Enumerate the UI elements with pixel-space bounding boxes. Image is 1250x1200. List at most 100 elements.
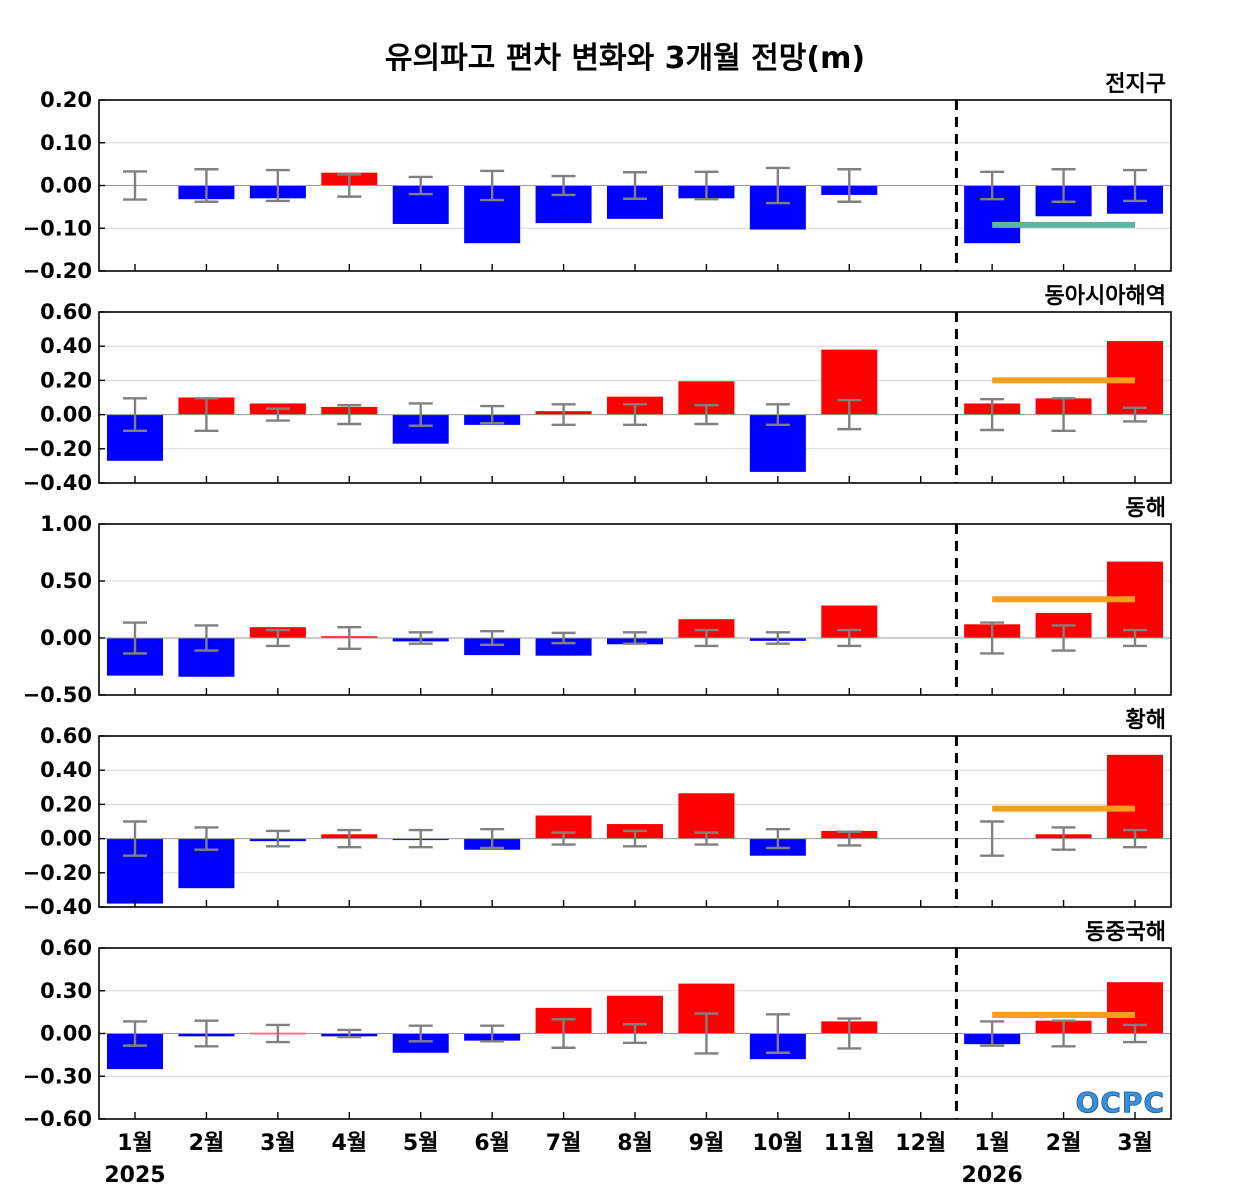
error-bar-2-3 <box>337 625 362 651</box>
y-tick-label: 0.40 <box>40 334 92 358</box>
x-tick-label: 2월 <box>1046 1131 1082 1156</box>
error-bar-0-12 <box>980 170 1005 201</box>
y-tick-label: −0.60 <box>23 1107 92 1131</box>
error-bar-3-4 <box>408 828 433 849</box>
error-bar-0-7 <box>623 171 647 200</box>
error-bar-4-8 <box>694 1012 719 1055</box>
error-bar-1-14 <box>1123 406 1147 423</box>
x-tick-label: 11월 <box>824 1131 875 1156</box>
y-tick-label: 0.60 <box>40 724 92 748</box>
error-bar-4-5 <box>480 1024 505 1043</box>
x-tick-label: 12월 <box>895 1131 946 1156</box>
y-tick-label: 0.10 <box>40 131 92 155</box>
y-tick-label: 0.20 <box>40 792 92 816</box>
ocpc-logo: OCPC <box>1075 1086 1165 1120</box>
x-tick-label: 8월 <box>617 1131 653 1156</box>
bar-3-8 <box>678 793 735 839</box>
error-bar-2-2 <box>265 628 290 648</box>
error-bar-4-3 <box>337 1028 362 1039</box>
error-bar-4-1 <box>194 1019 219 1048</box>
x-tick-label: 3월 <box>1117 1131 1153 1156</box>
error-bar-4-7 <box>623 1023 647 1044</box>
x-tick-label: 4월 <box>332 1131 368 1156</box>
error-bar-4-12 <box>980 1020 1005 1047</box>
y-tick-label: 0.60 <box>40 300 92 324</box>
error-bar-4-9 <box>765 1013 790 1054</box>
region-label-4: 동중국해 <box>1085 920 1166 945</box>
y-tick-label: 1.00 <box>40 512 92 536</box>
ocpc-logo-text: OCPC <box>1076 1086 1165 1119</box>
error-bar-2-14 <box>1123 628 1147 648</box>
error-bar-4-2 <box>265 1023 290 1044</box>
error-bar-1-1 <box>194 397 219 433</box>
year-label: 2025 <box>104 1163 165 1188</box>
bar-2-8 <box>678 619 735 638</box>
error-bar-0-4 <box>408 175 433 196</box>
x-axis: 1월 2월 3월 4월 5월 6월 7월 8월 9월 10월 11월 12월 1월 2월 3월 2025 202… <box>104 1131 1152 1188</box>
bar-4-4 <box>392 1033 449 1053</box>
region-label-0: 전지구 <box>1105 72 1166 97</box>
y-tick-label: 0.50 <box>40 569 92 593</box>
y-tick-label: 0.00 <box>40 626 92 650</box>
x-tick-label: 1월 <box>117 1131 153 1156</box>
panels: 0.20 0.10 0.00 −0.10 −0.20 전지구 0.60 0.40 0.20 0.0… <box>23 72 1172 1131</box>
error-bar-3-13 <box>1051 826 1076 851</box>
panel-3: 0.60 0.40 0.20 0.00 −0.20 −0.40 황해 <box>23 708 1172 919</box>
error-bar-2-10 <box>837 628 862 648</box>
error-bar-3-6 <box>551 831 576 846</box>
y-tick-label: −0.30 <box>23 1064 92 1088</box>
panel-2: 1.00 0.50 0.00 −0.50 동해 <box>23 496 1172 707</box>
x-tick-label: 5월 <box>403 1131 439 1156</box>
bar-2-6 <box>535 638 592 656</box>
error-bar-4-10 <box>837 1017 862 1050</box>
x-tick-label: 3월 <box>260 1131 296 1156</box>
y-tick-label: −0.50 <box>23 683 92 707</box>
error-bar-3-3 <box>337 828 362 849</box>
error-bar-4-13 <box>1051 1019 1076 1048</box>
error-bar-1-12 <box>980 398 1005 432</box>
error-bar-1-8 <box>694 403 719 426</box>
error-bar-2-1 <box>194 624 219 652</box>
y-tick-label: 0.20 <box>40 368 92 392</box>
error-bar-0-2 <box>265 168 290 203</box>
error-bar-0-10 <box>837 168 862 203</box>
bar-2-5 <box>464 638 521 656</box>
error-bar-0-5 <box>480 169 505 202</box>
error-bar-0-13 <box>1051 168 1076 203</box>
bar-3-14 <box>1107 754 1163 839</box>
y-tick-label: 0.00 <box>40 1022 92 1046</box>
region-label-2: 동해 <box>1126 496 1166 521</box>
error-bar-1-5 <box>480 404 505 425</box>
error-bar-0-3 <box>337 173 362 198</box>
error-bar-1-10 <box>837 398 862 431</box>
panel-0: 0.20 0.10 0.00 −0.10 −0.20 전지구 <box>23 72 1172 283</box>
error-bar-3-0 <box>123 820 147 857</box>
region-label-1: 동아시아해역 <box>1045 284 1166 309</box>
x-tick-label: 1월 <box>974 1131 1010 1156</box>
error-bar-2-0 <box>123 621 147 655</box>
panel-frame <box>98 735 1172 908</box>
error-bar-1-4 <box>408 402 433 427</box>
error-bar-2-5 <box>480 629 505 647</box>
error-bar-0-0 <box>123 170 147 201</box>
panel-4: 0.60 0.30 0.00 −0.30 −0.60 동중국해 <box>23 920 1172 1131</box>
error-bar-3-2 <box>265 829 290 848</box>
y-tick-label: 0.00 <box>40 174 92 198</box>
error-bar-3-1 <box>194 826 219 851</box>
region-label-3: 황해 <box>1126 708 1166 733</box>
error-bar-2-7 <box>623 631 647 645</box>
y-tick-label: −0.20 <box>23 437 92 461</box>
error-bar-2-9 <box>765 631 790 645</box>
error-bar-4-0 <box>123 1020 147 1047</box>
error-bar-3-10 <box>837 830 862 847</box>
y-tick-label: 0.00 <box>40 403 92 427</box>
error-bar-0-14 <box>1123 168 1147 203</box>
error-bar-3-12 <box>980 820 1005 857</box>
y-tick-label: 0.00 <box>40 827 92 851</box>
error-bar-1-9 <box>765 403 790 427</box>
y-tick-label: −0.40 <box>23 895 92 919</box>
error-bar-2-8 <box>694 628 719 648</box>
chart-title: 유의파고 편차 변화와 3개월 전망(m) <box>385 41 865 76</box>
bar-3-6 <box>535 815 592 839</box>
